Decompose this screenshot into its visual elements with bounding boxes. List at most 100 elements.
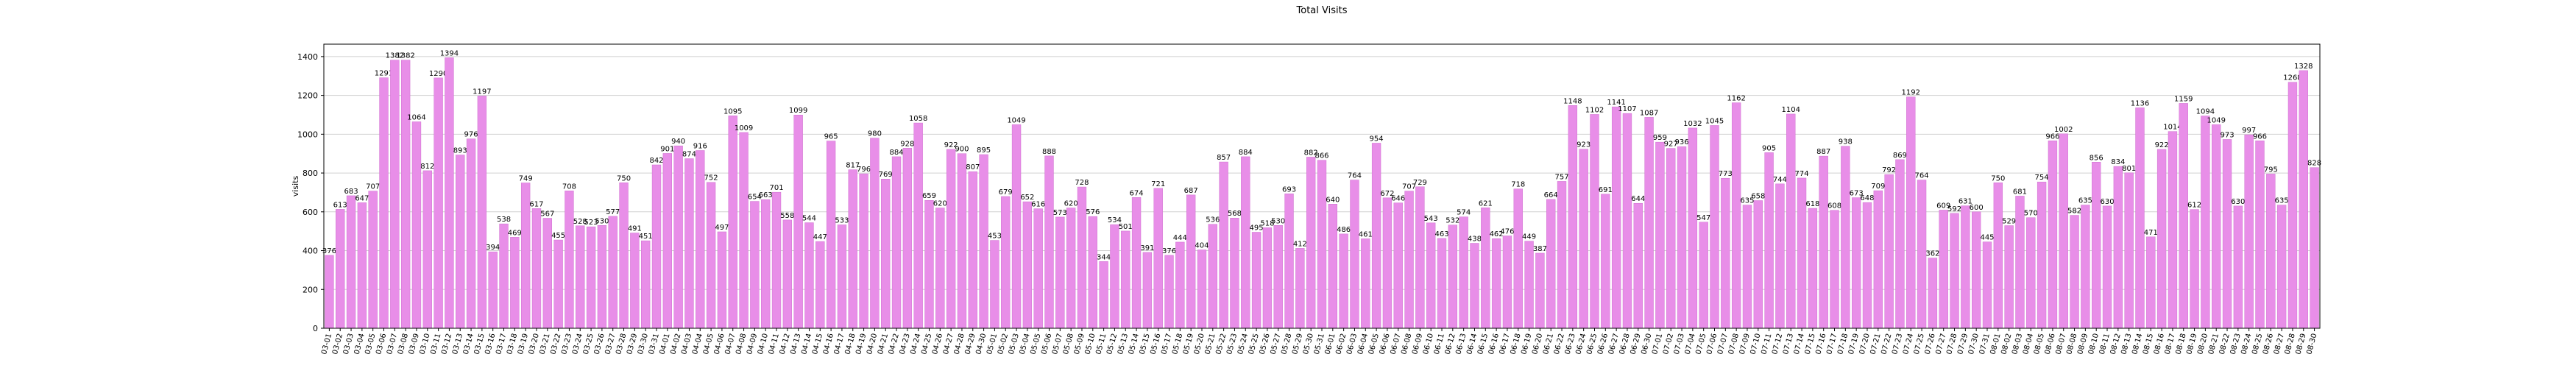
bar [434,77,443,329]
bar [924,199,934,329]
bar [379,77,389,329]
value-label: 757 [1554,173,1568,181]
value-label: 938 [1839,138,1853,146]
bar [2146,236,2156,329]
value-label: 1290 [429,70,447,78]
value-label: 1095 [723,107,742,116]
value-label: 769 [879,171,893,179]
bar [1546,199,1556,329]
bar [1306,157,1316,329]
value-label: 647 [355,194,369,202]
value-label: 630 [2231,198,2245,206]
value-label: 451 [639,233,653,241]
value-label: 888 [1042,148,1056,156]
bar [990,240,999,329]
bar [1579,149,1588,329]
bar [717,231,727,329]
bar [1044,155,1054,329]
value-label: 936 [1675,138,1689,146]
bar [1197,250,1207,329]
value-label: 1136 [2131,99,2149,107]
bar [1011,124,1022,329]
value-label: 447 [813,233,827,241]
value-label: 1104 [1782,106,1800,114]
value-label: 893 [453,147,467,155]
bar [1939,210,1948,329]
value-label: 764 [1348,172,1362,180]
value-label: 573 [1053,209,1067,217]
value-label: 461 [1359,230,1373,238]
bar [1491,238,1501,329]
bar [1404,191,1414,329]
value-label: 1382 [386,52,404,60]
value-label: 600 [1970,204,1984,212]
value-label: 729 [1413,179,1427,187]
value-label: 501 [1119,223,1133,231]
value-label: 471 [2144,229,2158,237]
bar [1295,248,1305,329]
value-label: 997 [2242,127,2256,135]
bar [619,183,629,329]
bar [1099,261,1108,329]
bar [1088,216,1097,329]
value-label: 1148 [1563,97,1582,105]
bar [1022,201,1033,329]
bar [1688,127,1698,329]
bar [1590,114,1599,329]
value-label: 412 [1293,240,1307,248]
bar [1808,208,1818,329]
value-label: 940 [671,138,685,146]
bar [2113,166,2123,329]
bar [488,251,498,329]
value-label: 444 [1173,234,1187,242]
bar [696,150,705,329]
value-label: 491 [628,225,642,233]
bar [336,209,345,329]
bar [2266,174,2276,329]
bar [1524,241,1534,329]
value-label: 1049 [2207,116,2225,124]
bar [2124,172,2134,329]
value-label: 387 [1533,245,1547,253]
value-label: 1094 [2196,108,2215,116]
value-label: 453 [988,233,1002,241]
bar [761,199,771,329]
value-label: 954 [1370,135,1384,143]
value-label: 582 [2067,208,2081,216]
bar [2179,103,2188,329]
bar [1175,241,1185,329]
value-label: 486 [1337,226,1351,234]
value-label: 709 [1871,183,1885,191]
bar [2092,162,2101,329]
value-label: 640 [1326,196,1340,204]
bar [1601,194,1610,329]
value-label: 635 [2078,197,2092,205]
value-label: 834 [2111,158,2125,166]
value-label: 476 [1500,227,1514,236]
bar [1110,224,1119,329]
value-label: 532 [1446,217,1459,225]
bar [902,148,913,329]
y-tick-label: 1200 [297,91,318,101]
bar [1219,161,1228,329]
value-label: 455 [551,232,565,240]
value-label: 869 [1893,152,1907,160]
value-label: 1058 [909,115,927,123]
value-label: 773 [1719,170,1733,178]
y-axis-label: visits [291,176,300,197]
y-tick-label: 200 [302,285,318,294]
value-label: 538 [497,216,511,224]
bar [1393,202,1403,329]
value-label: 817 [846,162,860,170]
bar [1535,252,1545,329]
bar [586,226,596,329]
value-label: 1141 [1607,99,1625,107]
bar [1862,202,1872,329]
bar [881,178,891,329]
value-label: 966 [2045,132,2059,141]
value-label: 663 [759,191,773,199]
bar [1273,225,1283,329]
bar [1481,208,1490,329]
bar [608,216,618,329]
y-tick-label: 0 [313,324,318,333]
